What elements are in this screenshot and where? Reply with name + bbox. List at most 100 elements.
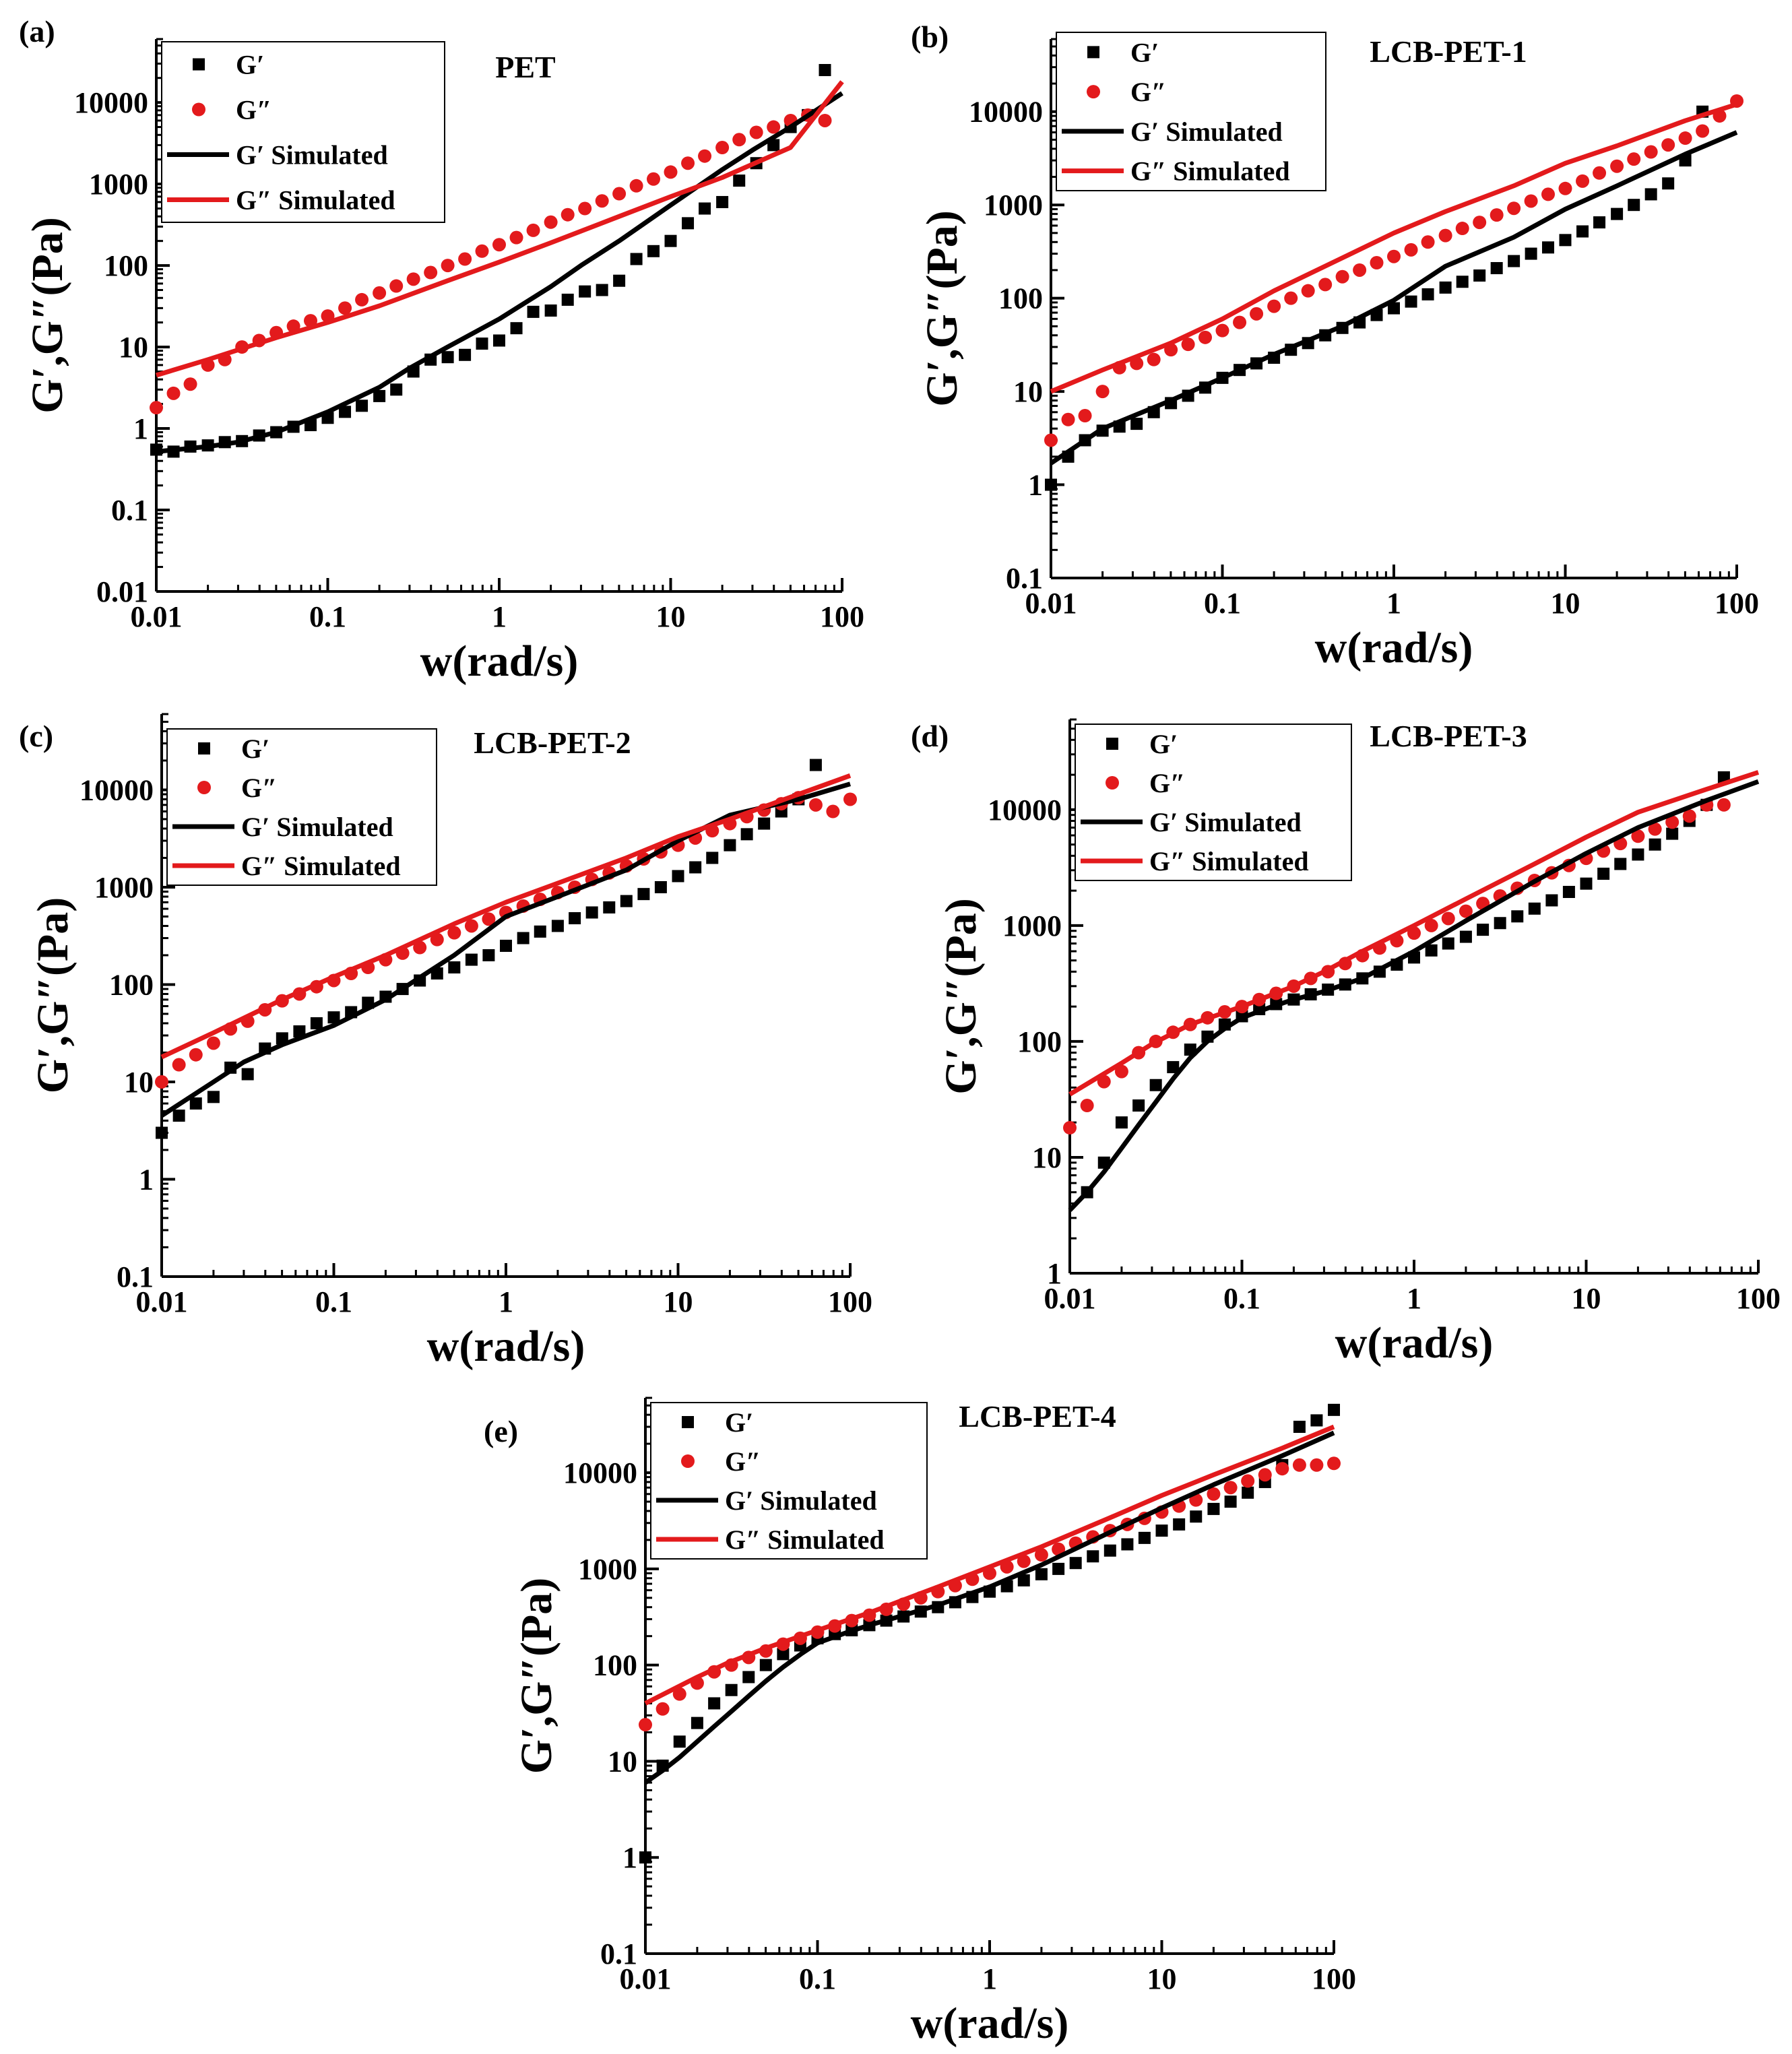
data-point-gprime — [1528, 902, 1541, 915]
data-point-gprime — [654, 880, 667, 893]
y-tick-label: 100 — [104, 249, 148, 282]
y-tick-label: 0.1 — [1006, 562, 1043, 595]
data-point-gprime — [1490, 262, 1503, 275]
data-point-gdoubleprime — [818, 113, 832, 127]
data-point-gprime — [579, 285, 591, 298]
data-point-gprime — [373, 389, 386, 402]
data-point-gprime — [544, 304, 557, 317]
legend-box — [1075, 724, 1352, 881]
data-point-gprime — [1611, 207, 1624, 220]
data-point-gdoubleprime — [150, 401, 163, 415]
data-point-gdoubleprime — [1258, 1468, 1272, 1482]
data-point-gprime — [1614, 858, 1627, 870]
data-point-gdoubleprime — [413, 940, 427, 955]
y-axis-title: G′,G″(Pa) — [23, 217, 72, 413]
panel-label: (c) — [19, 719, 53, 753]
data-point-gdoubleprime — [1017, 1554, 1031, 1568]
data-point-gdoubleprime — [1665, 815, 1679, 829]
data-point-gprime — [510, 322, 523, 335]
x-axis-title: w(rad/s) — [427, 1322, 585, 1371]
legend-circle-icon — [192, 102, 205, 117]
data-point-gprime — [1644, 188, 1657, 201]
panel-label: (d) — [911, 719, 949, 753]
y-axis-title: G′,G″(Pa) — [512, 1578, 561, 1774]
data-point-gprime — [189, 1097, 202, 1110]
data-point-gprime — [1045, 478, 1057, 491]
chart-panel-4: 0.01 0.1 1 10 100 1 10 100 1000 10000 w(rad/s) G′,G… — [911, 718, 1781, 1368]
data-point-gprime — [724, 839, 736, 852]
data-point-gprime — [664, 234, 677, 247]
y-tick-label: 10 — [1013, 375, 1043, 408]
legend-entry: G″ — [1149, 768, 1185, 798]
data-point-gprime — [691, 1716, 703, 1729]
data-point-gdoubleprime — [1044, 433, 1058, 447]
legend-entry: G′ — [1130, 37, 1159, 67]
data-point-gprime — [1167, 1061, 1180, 1074]
legend-square-icon — [1087, 46, 1099, 59]
x-tick-label: 1 — [982, 1962, 997, 1995]
data-point-gdoubleprime — [464, 919, 478, 933]
data-point-gprime — [742, 1671, 755, 1683]
x-tick-label: 10 — [656, 600, 686, 633]
chart-title: LCB-PET-2 — [474, 726, 631, 760]
y-tick-label: 1000 — [1002, 909, 1062, 942]
x-tick-label: 100 — [820, 600, 864, 633]
x-tick-label: 0.1 — [799, 1962, 836, 1995]
data-point-gdoubleprime — [206, 1036, 220, 1050]
data-point-gdoubleprime — [544, 215, 558, 229]
y-tick-label: 10000 — [563, 1456, 637, 1489]
data-point-gdoubleprime — [1181, 338, 1195, 352]
data-point-gprime — [1597, 867, 1610, 880]
data-point-gprime — [603, 901, 616, 913]
data-point-gdoubleprime — [1327, 1456, 1341, 1471]
legend-entry: G″ Simulated — [1149, 846, 1309, 876]
data-point-gprime — [172, 1110, 185, 1122]
data-point-gprime — [1052, 1562, 1065, 1575]
y-axis-title: G′,G″(Pa) — [918, 210, 967, 406]
data-point-gdoubleprime — [1284, 291, 1298, 305]
series-line-2 — [644, 1430, 1335, 1785]
data-point-gdoubleprime — [406, 272, 420, 286]
data-point-gdoubleprime — [492, 238, 506, 252]
legend-entry: G′ Simulated — [241, 812, 393, 842]
legend-circle-icon — [1106, 776, 1119, 790]
y-tick-label: 100 — [1017, 1025, 1062, 1058]
data-point-gprime — [476, 338, 488, 350]
legend-entry: G′ — [725, 1407, 753, 1438]
legend-entry: G″ — [236, 95, 271, 125]
data-point-gdoubleprime — [1682, 809, 1696, 823]
data-point-gdoubleprime — [1275, 1462, 1289, 1476]
data-point-gdoubleprime — [1063, 1121, 1077, 1135]
data-point-gprime — [1632, 848, 1644, 861]
legend-box — [166, 728, 437, 886]
y-tick-label: 100 — [109, 968, 154, 1001]
x-tick-label: 1 — [1407, 1282, 1421, 1315]
data-point-gprime — [620, 895, 633, 907]
data-point-gdoubleprime — [1370, 256, 1384, 270]
data-point-gdoubleprime — [1335, 269, 1349, 284]
data-point-gdoubleprime — [578, 201, 592, 216]
chart-panel-2: 0.01 0.1 1 10 1000.1110100100010000w(rad/s)G… — [911, 20, 1759, 672]
legend-entry: G″ — [1130, 77, 1166, 107]
data-point-gprime — [527, 305, 540, 318]
data-point-gprime — [1425, 944, 1438, 957]
data-point-gdoubleprime — [1648, 822, 1662, 836]
data-point-gprime — [706, 852, 719, 864]
data-point-gdoubleprime — [664, 165, 678, 179]
data-point-gprime — [441, 351, 454, 364]
data-point-gdoubleprime — [1490, 208, 1504, 222]
data-point-gdoubleprime — [1215, 323, 1229, 338]
data-point-gdoubleprime — [1061, 412, 1075, 426]
data-point-gdoubleprime — [1078, 409, 1092, 423]
data-point-gprime — [733, 174, 746, 187]
data-point-gdoubleprime — [1267, 299, 1281, 313]
y-tick-label: 0.1 — [600, 1937, 637, 1970]
data-point-gprime — [740, 828, 753, 841]
chart-panel-3: 0.01 0.1 1 10 1000.1110100100010000w(rad/s)G… — [19, 713, 872, 1371]
series-line-3 — [1050, 102, 1738, 394]
data-point-gprime — [1293, 1420, 1306, 1433]
legend-entry: G′ Simulated — [725, 1485, 877, 1516]
data-point-gprime — [1456, 276, 1469, 288]
data-point-gdoubleprime — [430, 932, 444, 946]
data-point-gprime — [1388, 302, 1400, 315]
